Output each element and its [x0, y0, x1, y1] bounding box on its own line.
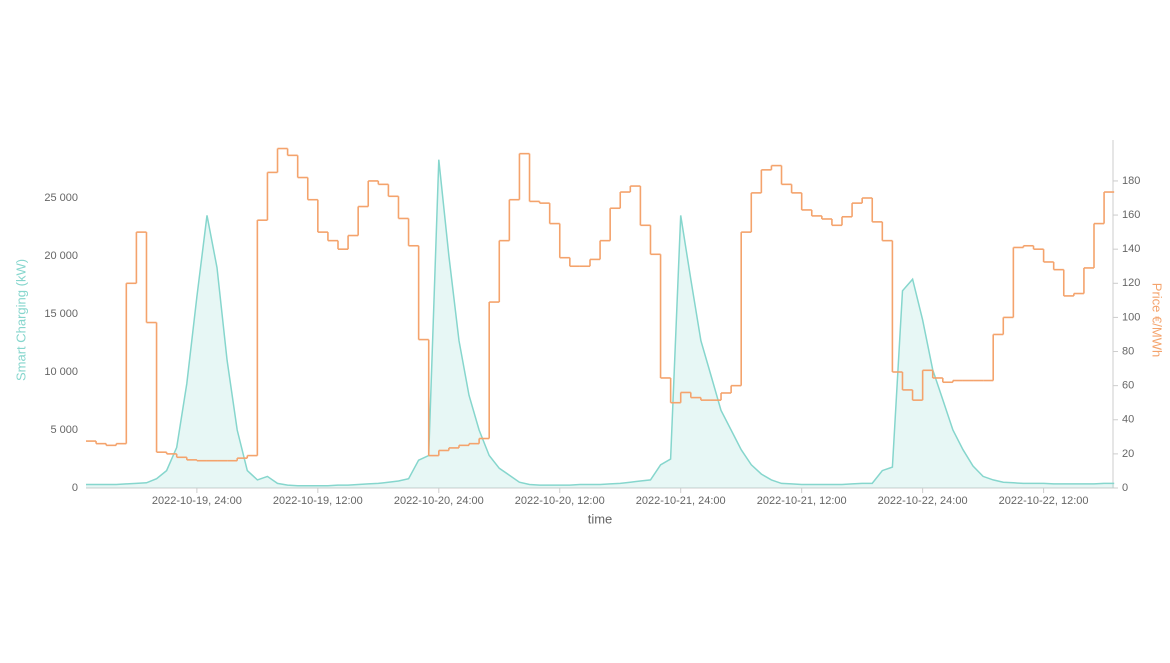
x-tick-label: 2022-10-19, 12:00	[273, 495, 363, 507]
y-axis-title: Smart Charging (kW)	[13, 259, 28, 381]
x-tick-label: 2022-10-19, 24:00	[152, 495, 242, 507]
x-tick-label: 2022-10-21, 24:00	[636, 495, 726, 507]
x-tick-label: 2022-10-22, 12:00	[999, 495, 1089, 507]
area	[86, 159, 1115, 488]
x-tick-label: 2022-10-22, 24:00	[878, 495, 968, 507]
y2-tick-label: 160	[1122, 209, 1140, 221]
y2-tick-label: 120	[1122, 277, 1140, 289]
y-tick-label: 15 000	[44, 308, 78, 320]
y-tick-label: 0	[72, 482, 78, 494]
y2-tick-label: 60	[1122, 380, 1134, 392]
y2-tick-label: 20	[1122, 448, 1134, 460]
y2-tick-label: 180	[1122, 175, 1140, 187]
line	[86, 159, 1115, 487]
x-axis-title: time	[588, 511, 613, 526]
x-tick-label: 2022-10-20, 24:00	[394, 495, 484, 507]
y2-tick-label: 140	[1122, 243, 1140, 255]
y2-axis-title: Price €/MWh	[1150, 283, 1165, 357]
y2-tick-label: 0	[1122, 482, 1128, 494]
y-tick-label: 10 000	[44, 366, 78, 378]
y-tick-label: 5 000	[50, 424, 78, 436]
y2-tick-label: 80	[1122, 345, 1134, 357]
x-tick-label: 2022-10-20, 12:00	[515, 495, 605, 507]
y-tick-label: 20 000	[44, 250, 78, 262]
y2-tick-label: 40	[1122, 414, 1134, 426]
y2-tick-label: 100	[1122, 311, 1140, 323]
y-tick-label: 25 000	[44, 192, 78, 204]
x-tick-label: 2022-10-21, 12:00	[757, 495, 847, 507]
